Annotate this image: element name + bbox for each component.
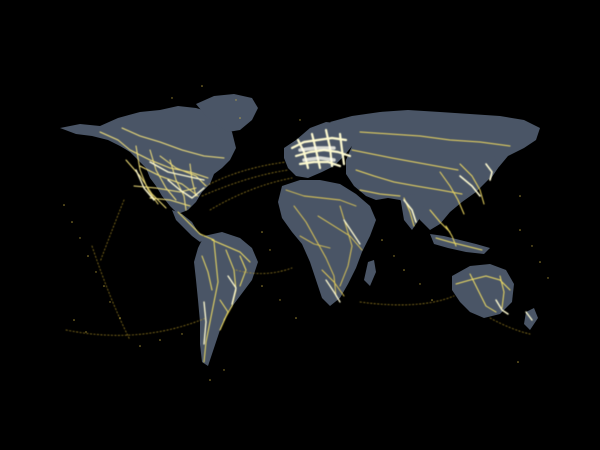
landmass-south-america [194,232,258,366]
gps-tracks-europe-glow [298,146,336,162]
landmass-asia [330,110,540,230]
gps-tracks-ocean [65,161,531,341]
gps-tracks-south-america-bright [203,275,237,345]
gps-scatter-points [63,85,549,381]
landmass-japan [484,156,498,180]
gps-tracks-africa-bright [325,219,361,303]
gps-tracks-north-america-bright [135,161,205,201]
landmass-central-america [172,210,206,242]
gps-tracks-australia [455,273,511,313]
gps-tracks [65,127,533,363]
landmass-greenland [196,94,258,132]
gps-tracks-africa [285,189,363,297]
landmasses [60,94,540,366]
gps-tracks-north-america [99,127,225,211]
landmass-africa [278,180,376,306]
gps-tracks-europe [290,128,352,170]
gps-tracks-southeast-asia [435,225,483,251]
gps-tracks-asia [351,131,511,233]
gps-tracks-asia-bright [403,163,493,223]
landmass-madagascar [364,260,376,286]
gps-tracks-australia-bright [495,299,533,321]
landmass-north-america [60,106,236,214]
